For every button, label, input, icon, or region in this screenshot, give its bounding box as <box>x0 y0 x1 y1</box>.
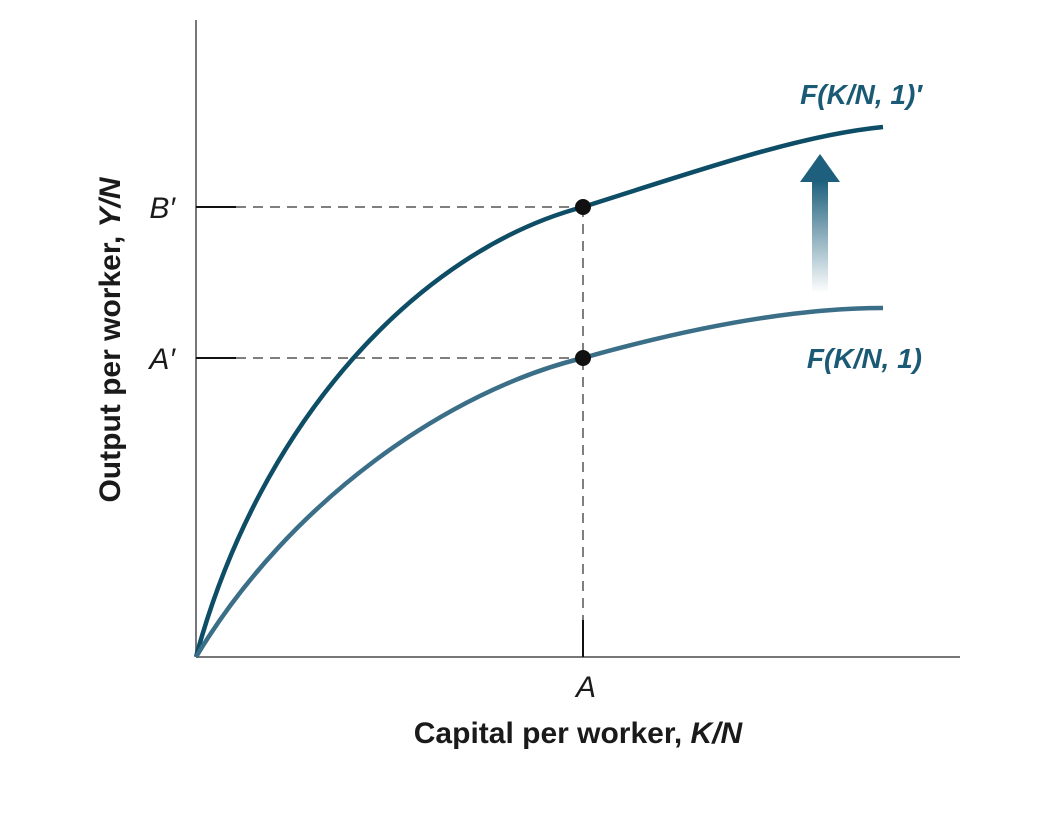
curve-label: F(K/N, 1)′ <box>800 79 923 110</box>
x-axis-variable: K/N <box>691 717 744 750</box>
y-axis-title: Output per worker, Y/N <box>94 176 127 502</box>
curve-upper <box>193 124 884 658</box>
x-tick-label: A <box>574 671 596 704</box>
y-axis-title-text: Output per worker, <box>94 236 127 503</box>
x-axis-title-text: Capital per worker, <box>414 717 682 750</box>
shift-arrow-head <box>800 154 840 182</box>
guides <box>236 206 584 620</box>
y-tick-label: A′ <box>147 343 176 376</box>
y-tick-label: B′ <box>149 192 176 225</box>
point <box>575 199 591 215</box>
curve-lower <box>194 305 884 659</box>
point <box>575 350 591 366</box>
curve-label: F(K/N, 1) <box>807 343 922 374</box>
shift-arrow-shaft <box>812 180 828 293</box>
y-axis-variable: Y/N <box>94 176 127 227</box>
x-axis-title: Capital per worker, K/N <box>414 717 744 750</box>
